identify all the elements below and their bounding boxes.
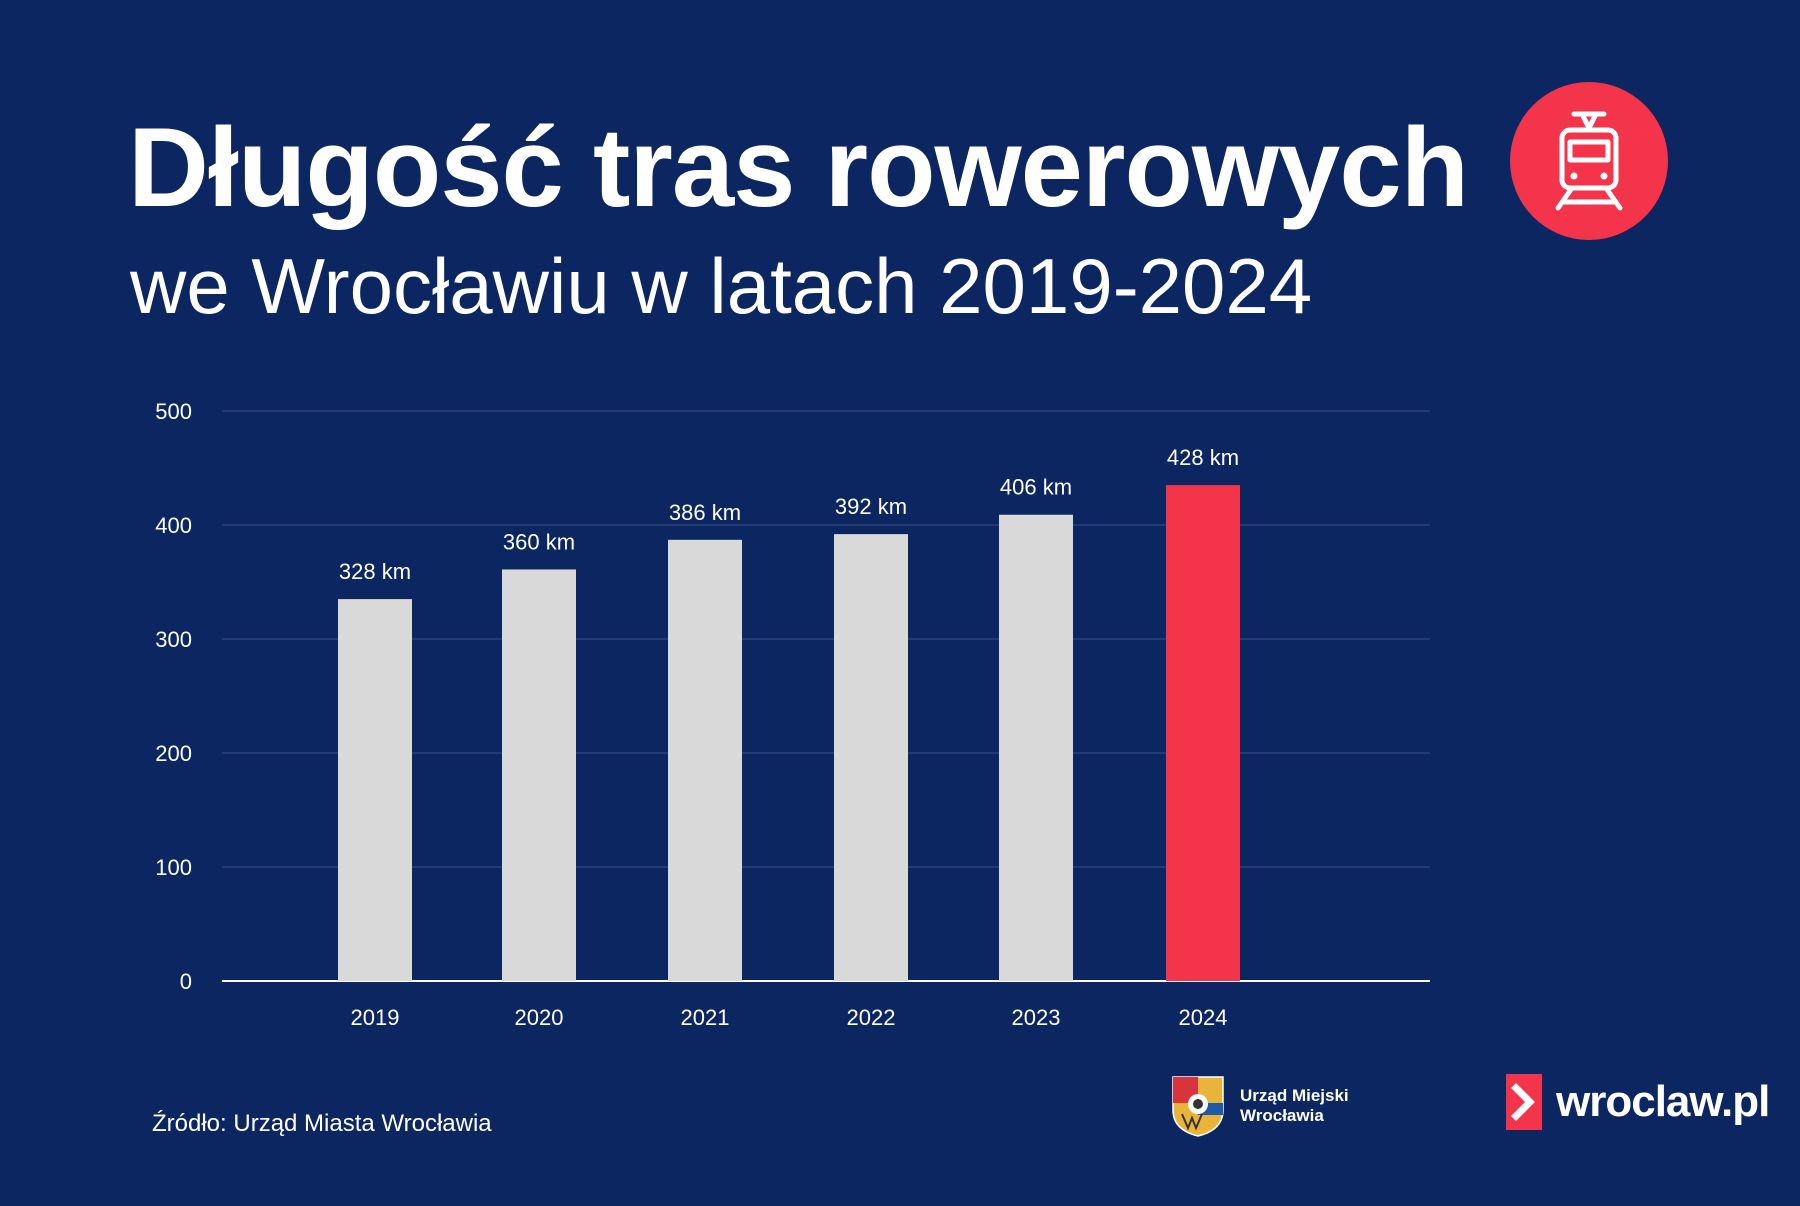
- x-tick-label: 2021: [681, 1005, 730, 1030]
- bar: [1166, 485, 1240, 981]
- bar: [502, 569, 576, 981]
- bar: [338, 599, 412, 981]
- x-tick-label: 2024: [1179, 1005, 1228, 1030]
- y-tick-label: 100: [155, 855, 192, 880]
- page-subtitle: we Wrocławiu w latach 2019-2024: [130, 242, 1313, 330]
- x-tick-label: 2019: [351, 1005, 400, 1030]
- umw-line1: Urząd Miejski: [1240, 1085, 1349, 1105]
- tram-badge: [1510, 82, 1668, 240]
- data-label: 392 km: [835, 494, 907, 519]
- umw-name: Urząd Miejski Wrocławia: [1240, 1086, 1349, 1127]
- x-tick-label: 2023: [1012, 1005, 1061, 1030]
- site-name: wroclaw.pl: [1556, 1077, 1770, 1126]
- umw-line2: Wrocławia: [1240, 1106, 1324, 1125]
- bar: [834, 534, 908, 981]
- data-label: 406 km: [1000, 475, 1072, 500]
- data-label: 360 km: [503, 529, 575, 554]
- wroclaw-logo: wroclaw.pl: [1506, 1074, 1770, 1130]
- y-tick-label: 500: [155, 399, 192, 424]
- y-tick-label: 0: [180, 969, 192, 994]
- bar: [668, 539, 742, 981]
- y-tick-label: 400: [155, 513, 192, 538]
- y-tick-label: 300: [155, 627, 192, 652]
- data-label: 386 km: [669, 500, 741, 525]
- page-title: Długość tras rowerowych: [128, 105, 1469, 230]
- coat-of-arms-icon: [1172, 1076, 1224, 1137]
- data-label: 328 km: [339, 559, 411, 584]
- x-tick-label: 2022: [847, 1005, 896, 1030]
- bar: [999, 514, 1073, 981]
- source-note: Źródło: Urząd Miasta Wrocławia: [152, 1110, 492, 1137]
- umw-logo: Urząd Miejski Wrocławia: [1170, 1074, 1349, 1138]
- tram-icon: [1555, 111, 1623, 211]
- data-label: 428 km: [1167, 445, 1239, 470]
- chevron-right-icon: [1506, 1074, 1542, 1130]
- y-tick-label: 200: [155, 741, 192, 766]
- x-tick-label: 2020: [515, 1005, 564, 1030]
